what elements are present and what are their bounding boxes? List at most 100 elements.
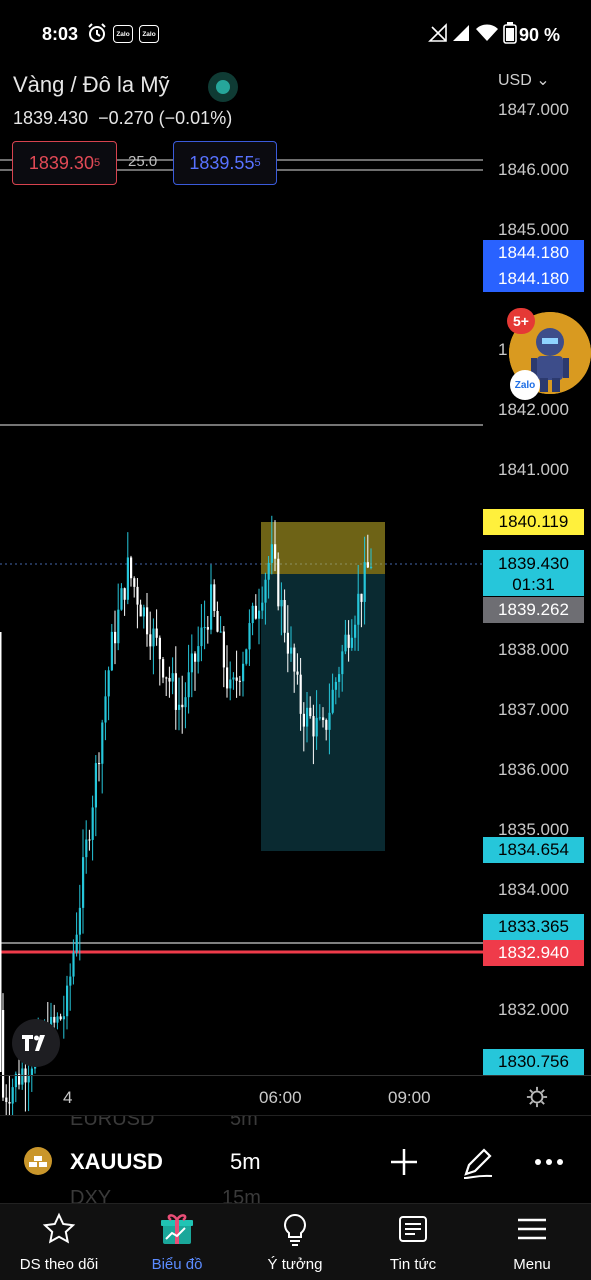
candle-body <box>350 637 353 648</box>
nav-ideas[interactable]: Ý tưởng <box>236 1204 354 1280</box>
price-tick: 1838.000 <box>498 640 569 659</box>
battery-icon <box>503 22 517 44</box>
candle-body <box>334 681 337 690</box>
nav-menu[interactable]: Menu <box>473 1204 591 1280</box>
drawing-pen-icon[interactable] <box>458 1142 498 1182</box>
symbol-title[interactable]: Vàng / Đô la Mỹ <box>13 72 170 97</box>
candle-body <box>126 557 129 600</box>
candle-body <box>184 697 187 708</box>
buy-button[interactable]: 1839.55 5 <box>173 141 277 185</box>
candle-body <box>222 631 225 668</box>
candle-body <box>94 763 97 808</box>
chart-left-edge <box>0 632 2 1072</box>
nav-label: Ý tưởng <box>267 1256 323 1273</box>
candle-body <box>165 677 168 679</box>
nav-news[interactable]: Tin tức <box>354 1204 472 1280</box>
bottom-nav: DS theo dõi Biểu đồ Ý tưởng Tin tức Menu <box>0 1203 591 1280</box>
spread-value: 25.0 <box>128 153 158 170</box>
candle-body <box>18 1073 21 1085</box>
candle-body <box>347 634 350 648</box>
candlestick-chart[interactable] <box>0 70 591 1115</box>
level-price-label: 1833.365 <box>483 914 584 940</box>
bar-countdown: 01:31 <box>512 575 555 594</box>
add-icon[interactable] <box>384 1142 424 1182</box>
alarm-icon <box>88 23 106 42</box>
hamburger-icon <box>518 1218 546 1240</box>
price-tick: 1836.000 <box>498 760 569 779</box>
candle-body <box>363 562 366 602</box>
candle-body <box>187 672 190 698</box>
price-tick: 1845.000 <box>498 220 569 239</box>
time-tick: 09:00 <box>388 1088 431 1107</box>
price-change: −0.270 (−0.01%) <box>98 108 233 128</box>
candle-body <box>197 646 200 662</box>
wifi-icon <box>476 24 498 41</box>
candle-body <box>149 634 152 647</box>
time-tick: 4 <box>63 1088 73 1107</box>
unread-badge: 5+ <box>507 308 535 334</box>
candle-body <box>322 717 325 721</box>
candle-body <box>114 631 117 644</box>
candle-body <box>318 717 321 719</box>
gear-icon[interactable] <box>526 1086 548 1108</box>
candle-body <box>190 653 193 673</box>
candle-body <box>27 1075 30 1083</box>
symbol-bar[interactable]: EURUSD 5m XAUUSD 5m DXY 15m <box>0 1115 591 1203</box>
ghost-timeframe: 15m <box>222 1187 261 1203</box>
candle-body <box>133 578 136 587</box>
candle-body <box>11 1087 14 1104</box>
candle-body <box>123 588 126 600</box>
time-axis[interactable]: 4 06:00 09:00 <box>0 1075 591 1115</box>
gift-chart-icon <box>161 1214 193 1244</box>
nav-chart[interactable]: Biểu đồ <box>118 1204 236 1280</box>
candle-body <box>178 704 181 710</box>
candle-body <box>286 632 289 654</box>
sell-button[interactable]: 1839.30 5 <box>12 141 117 185</box>
nav-watchlist[interactable]: DS theo dõi <box>0 1204 118 1280</box>
prev-close-label: 1839.262 <box>483 597 584 623</box>
candle-body <box>213 584 216 611</box>
candle-body <box>82 857 85 908</box>
candle-body <box>72 952 75 977</box>
currency-selector[interactable]: USD ⌄ <box>498 70 550 90</box>
candle-body <box>78 907 81 935</box>
candle-body <box>120 588 123 610</box>
candle-body <box>69 976 72 986</box>
candle-body <box>354 624 357 638</box>
candle-body <box>232 677 235 680</box>
candle-body <box>331 689 334 713</box>
market-status-dot[interactable] <box>208 72 238 102</box>
price-tick: 1842.000 <box>498 400 569 419</box>
candle-body <box>226 667 229 689</box>
tradingview-logo[interactable] <box>12 1019 60 1067</box>
chat-head-avatar[interactable]: 5+ Zalo <box>507 308 591 400</box>
price-tick: 1847.000 <box>498 100 569 119</box>
candle-body <box>110 631 113 671</box>
candle-body <box>59 1016 62 1020</box>
alert-price-label[interactable]: 1844.180 <box>483 266 584 292</box>
candle-body <box>357 593 360 625</box>
candle-body <box>194 653 197 662</box>
chart-area[interactable] <box>0 70 591 1115</box>
lightbulb-icon <box>284 1213 306 1246</box>
candle-body <box>258 610 261 619</box>
candle-body <box>338 674 341 682</box>
candle-body <box>171 673 174 682</box>
candle-body <box>251 605 254 624</box>
timeframe-selector[interactable]: 5m <box>230 1149 261 1174</box>
candle-body <box>139 604 142 617</box>
symbol-name[interactable]: XAUUSD <box>70 1149 163 1174</box>
candle-body <box>155 628 158 638</box>
candle-body <box>219 631 222 633</box>
candle-body <box>274 544 277 559</box>
candle-body <box>107 670 110 697</box>
gold-bars-icon <box>24 1147 52 1175</box>
candle-body <box>235 677 238 681</box>
candle-body <box>302 713 305 727</box>
candle-body <box>277 558 280 607</box>
buy-price-superscript: 5 <box>254 157 261 169</box>
more-options-icon[interactable] <box>529 1142 569 1182</box>
alert-price-label[interactable]: 1844.180 <box>483 240 584 266</box>
candle-body <box>142 607 145 617</box>
candle-body <box>296 671 299 675</box>
